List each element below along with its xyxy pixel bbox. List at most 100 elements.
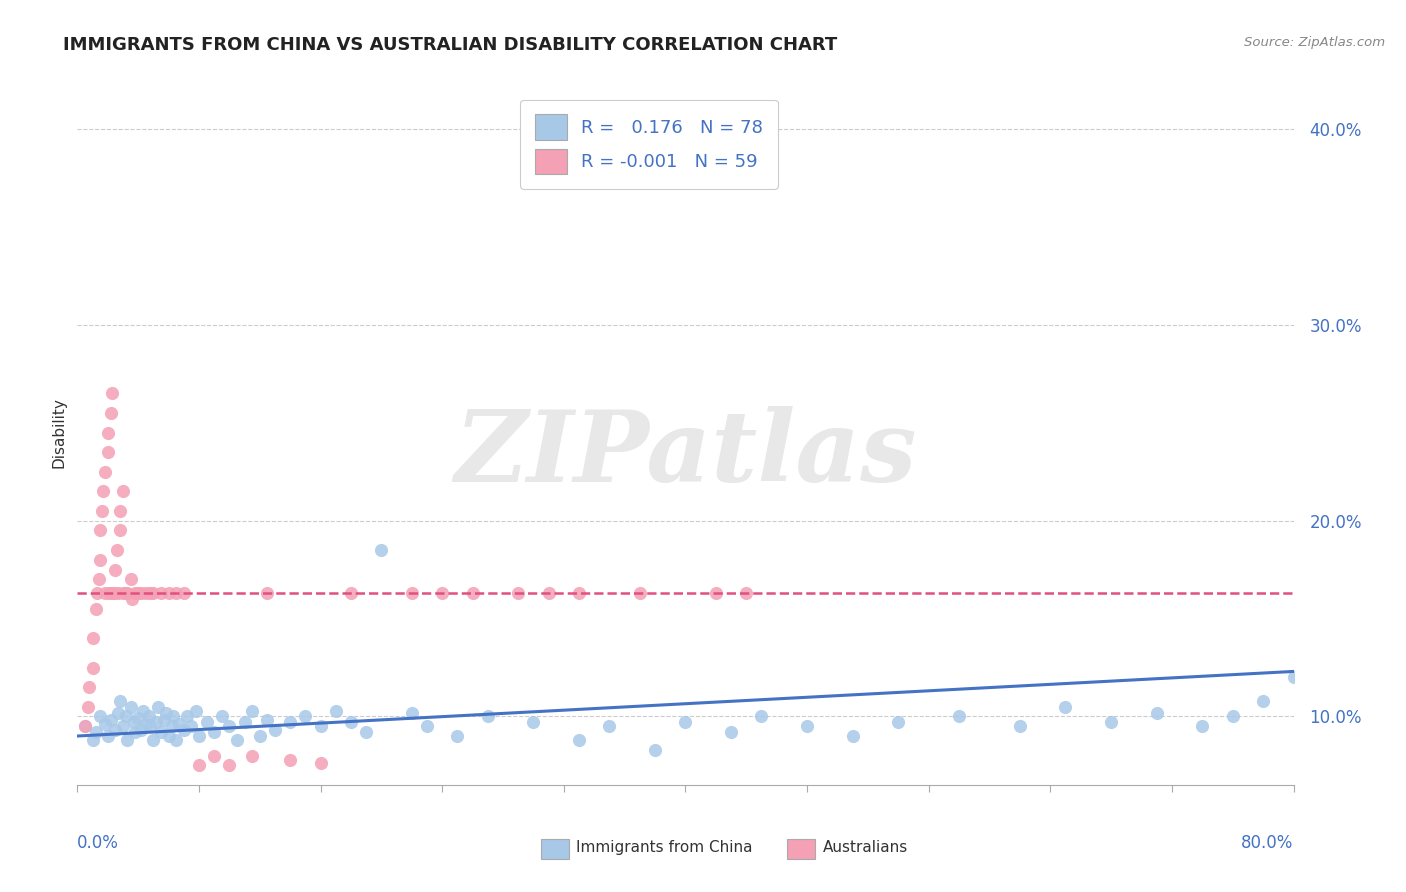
Point [211, 709, 233, 723]
Point [568, 733, 591, 747]
Point [104, 563, 127, 577]
Point [157, 729, 180, 743]
Point [120, 699, 142, 714]
Point [135, 586, 157, 600]
Point [173, 586, 195, 600]
Point [948, 709, 970, 723]
Point [184, 704, 207, 718]
Point [841, 729, 863, 743]
Point [202, 748, 225, 763]
Point [104, 723, 127, 738]
Point [446, 729, 468, 743]
Point [73, 719, 96, 733]
Point [325, 704, 347, 718]
Point [675, 715, 697, 730]
Point [93, 717, 115, 731]
Text: Source: ZipAtlas.com: Source: ZipAtlas.com [1244, 36, 1385, 49]
Point [108, 524, 131, 538]
Point [139, 719, 162, 733]
Point [256, 714, 278, 728]
Point [101, 586, 124, 600]
Point [1282, 670, 1305, 684]
Point [111, 586, 134, 600]
Point [97, 445, 120, 459]
Point [155, 706, 177, 720]
Point [240, 704, 263, 718]
Point [101, 386, 124, 401]
Point [416, 719, 439, 733]
Point [138, 709, 160, 723]
Point [97, 425, 120, 440]
Point [145, 715, 167, 730]
Point [461, 586, 484, 600]
Point [129, 586, 152, 600]
Point [124, 725, 146, 739]
Point [84, 725, 107, 739]
Point [115, 709, 138, 723]
Point [117, 733, 139, 747]
Point [537, 586, 560, 600]
Point [105, 543, 128, 558]
Point [139, 586, 162, 600]
Point [97, 729, 120, 743]
Point [100, 406, 122, 420]
Point [98, 586, 121, 600]
Point [294, 709, 316, 723]
Point [167, 717, 190, 731]
Point [149, 725, 172, 739]
Point [309, 756, 332, 771]
Point [598, 719, 620, 733]
Point [1099, 715, 1122, 730]
Point [278, 715, 301, 730]
Point [1251, 694, 1274, 708]
Point [278, 752, 301, 766]
Point [180, 719, 202, 733]
Point [84, 602, 107, 616]
Point [340, 715, 363, 730]
Point [240, 748, 263, 763]
Point [121, 592, 143, 607]
Point [162, 709, 184, 723]
Point [568, 586, 591, 600]
Point [160, 719, 183, 733]
Point [218, 719, 240, 733]
Point [1222, 709, 1244, 723]
Point [120, 573, 142, 587]
Point [89, 553, 111, 567]
Point [1008, 719, 1031, 733]
Point [157, 586, 180, 600]
Point [887, 715, 910, 730]
Point [735, 586, 758, 600]
Point [340, 586, 363, 600]
Point [111, 719, 134, 733]
Point [188, 729, 211, 743]
Point [146, 699, 169, 714]
Point [165, 733, 187, 747]
Point [153, 714, 176, 728]
Point [82, 733, 104, 747]
Text: ZIPatlas: ZIPatlas [454, 406, 917, 502]
Point [93, 465, 115, 479]
Point [111, 484, 134, 499]
Point [82, 631, 104, 645]
Point [73, 719, 96, 733]
Legend: R =   0.176   N = 78, R = -0.001   N = 59: R = 0.176 N = 78, R = -0.001 N = 59 [520, 100, 778, 189]
Point [86, 586, 108, 600]
Point [100, 714, 122, 728]
Point [142, 586, 165, 600]
Point [477, 709, 499, 723]
Y-axis label: Disability: Disability [51, 397, 66, 468]
Point [1054, 699, 1077, 714]
Text: Australians: Australians [823, 840, 908, 855]
Point [256, 586, 278, 600]
Point [508, 586, 530, 600]
Point [135, 717, 157, 731]
Point [82, 660, 104, 674]
Point [796, 719, 818, 733]
Point [87, 573, 110, 587]
Point [89, 524, 111, 538]
Point [401, 586, 423, 600]
Point [628, 586, 651, 600]
Point [79, 680, 101, 694]
Point [704, 586, 727, 600]
